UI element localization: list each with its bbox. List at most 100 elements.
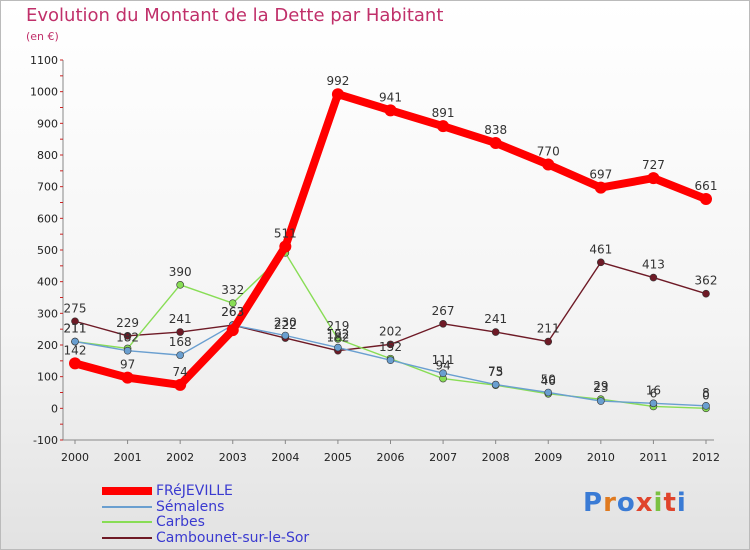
data-label: 770 [537, 145, 560, 159]
data-point [123, 346, 132, 355]
data-point [544, 388, 553, 397]
data-label: 192 [326, 328, 349, 342]
logo-letter: P [583, 488, 604, 518]
data-point [334, 343, 342, 352]
data-label: 182 [116, 331, 139, 345]
data-label: 263 [221, 305, 244, 319]
data-point [176, 351, 184, 359]
logo-letter: t [663, 488, 677, 518]
data-point [176, 328, 184, 336]
x-tick-label: 2011 [639, 451, 667, 464]
data-label: 211 [537, 322, 560, 336]
data-label: 73 [488, 365, 503, 379]
data-label: 0 [702, 388, 710, 402]
chart-subtitle: (en €) [26, 30, 59, 43]
data-label: 241 [169, 312, 192, 326]
x-tick-label: 2003 [219, 451, 247, 464]
data-label: 992 [326, 74, 349, 88]
chart-title: Evolution du Montant de la Dette par Hab… [26, 5, 444, 26]
data-label: 202 [379, 324, 402, 338]
legend-label: Sémalens [156, 499, 225, 515]
data-point [491, 380, 500, 389]
data-point [386, 340, 395, 349]
x-tick-label: 2009 [534, 451, 562, 464]
y-tick-label: 500 [37, 244, 58, 257]
data-label: 16 [646, 383, 661, 397]
data-point [542, 158, 555, 171]
data-label: 50 [541, 373, 556, 387]
data-point [649, 399, 658, 408]
x-tick-label: 2010 [587, 451, 615, 464]
data-label: 29 [593, 379, 608, 393]
legend-swatch [102, 506, 152, 508]
logo-letter: i [653, 488, 664, 518]
data-point [489, 136, 502, 149]
x-tick-label: 2000 [61, 451, 89, 464]
data-point [702, 401, 710, 410]
y-tick-label: 800 [37, 149, 58, 162]
data-label: 219 [326, 319, 349, 333]
x-tick-label: 2004 [271, 451, 299, 464]
data-label: 23 [593, 381, 608, 395]
legend-label: Cambounet-sur-le-Sor [156, 530, 310, 546]
data-label: 97 [120, 358, 135, 372]
legend-item: FRéJEVILLE [102, 483, 233, 499]
data-point [437, 120, 450, 133]
y-tick-label: 1100 [30, 54, 58, 67]
data-point [228, 299, 237, 308]
logo-letter: x [635, 488, 654, 518]
data-point [384, 104, 397, 117]
data-point [121, 371, 134, 384]
legend-label: FRéJEVILLE [156, 483, 233, 499]
data-label: 362 [695, 274, 718, 288]
x-tick-label: 2002 [166, 451, 194, 464]
data-label: 74 [173, 365, 188, 379]
data-label: 661 [695, 179, 718, 193]
data-point [649, 273, 658, 282]
data-label: 413 [642, 258, 665, 272]
data-label: 222 [274, 318, 297, 332]
data-point [594, 181, 607, 194]
data-point [331, 88, 344, 101]
data-label: 211 [64, 322, 87, 336]
legend-item: Cambounet-sur-le-Sor [102, 530, 310, 546]
data-label: 727 [642, 158, 665, 172]
data-point [439, 369, 447, 377]
data-point [174, 378, 187, 391]
logo-letter: i [676, 488, 687, 518]
data-point [647, 172, 660, 185]
data-point [334, 335, 342, 343]
y-tick-label: 200 [37, 339, 58, 352]
data-label: 275 [64, 301, 87, 315]
data-label: 230 [274, 316, 297, 330]
y-tick-label: 100 [37, 371, 58, 384]
data-point [71, 317, 79, 326]
data-point [386, 356, 395, 365]
data-label: 168 [169, 335, 192, 349]
data-label: 838 [484, 123, 507, 137]
data-point [69, 357, 81, 370]
x-tick-label: 2008 [482, 451, 510, 464]
data-point [597, 397, 605, 405]
data-labels: 142 97 74 511 992 941 891 838 770 697 727 661 211 182… [64, 74, 718, 402]
data-label: 241 [484, 312, 507, 326]
data-point [702, 289, 710, 298]
data-point [597, 258, 605, 267]
data-label: 182 [326, 331, 349, 345]
data-label: 267 [432, 304, 455, 318]
x-tick-label: 2001 [114, 451, 142, 464]
data-label: 390 [169, 265, 192, 279]
data-label: 891 [432, 106, 455, 120]
data-point [439, 319, 447, 328]
legend-label: Carbes [156, 514, 205, 530]
y-tick-label: 0 [51, 402, 58, 415]
proxiti-logo: Proxiti [583, 488, 687, 518]
data-label: 211 [64, 322, 87, 336]
data-point [544, 337, 553, 346]
data-label: 111 [432, 353, 455, 367]
x-tick-label: 2012 [692, 451, 720, 464]
data-label: 263 [221, 305, 244, 319]
y-tick-label: 600 [37, 212, 58, 225]
data-label: 461 [589, 242, 612, 256]
